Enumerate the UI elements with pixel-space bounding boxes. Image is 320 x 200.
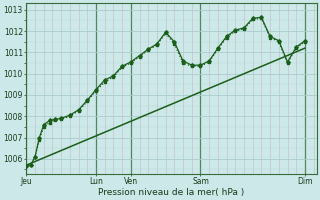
X-axis label: Pression niveau de la mer( hPa ): Pression niveau de la mer( hPa ) — [98, 188, 244, 197]
